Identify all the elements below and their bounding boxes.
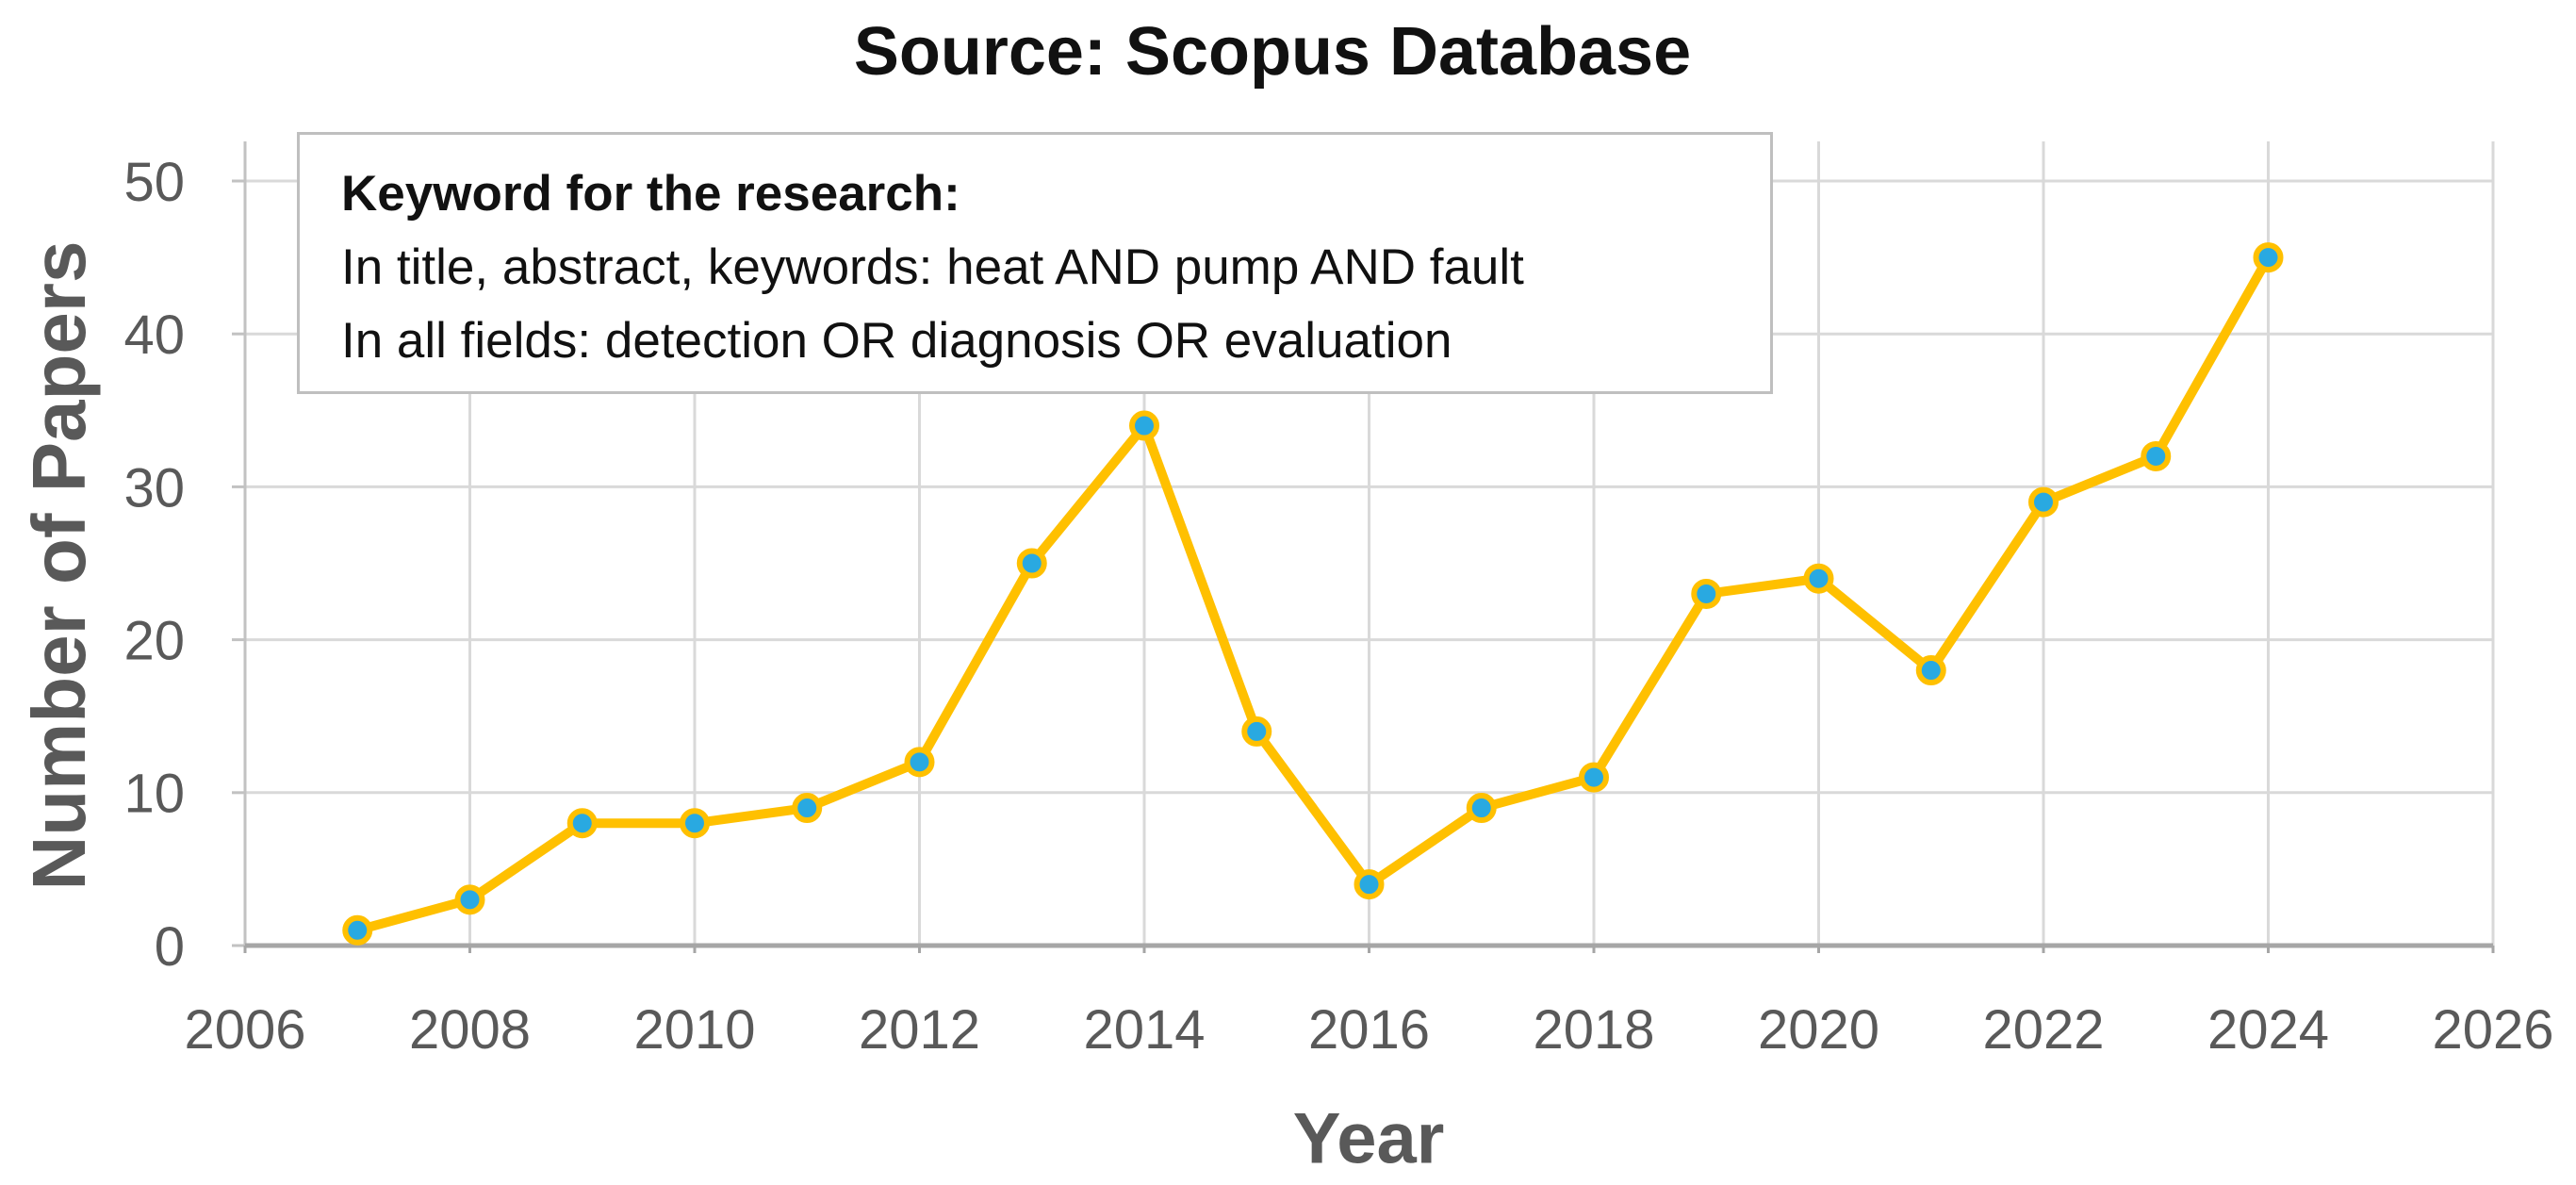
data-point-2024 bbox=[2253, 242, 2284, 273]
x-tick-label: 2018 bbox=[1533, 999, 1654, 1061]
data-point-2013 bbox=[1016, 548, 1047, 579]
y-tick-label: 50 bbox=[123, 152, 185, 213]
data-point-2015 bbox=[1241, 716, 1272, 747]
x-tick-label: 2016 bbox=[1308, 999, 1430, 1061]
data-point-2007 bbox=[342, 914, 373, 946]
data-point-2017 bbox=[1466, 793, 1497, 824]
data-point-2008 bbox=[454, 884, 485, 915]
y-tick-label: 40 bbox=[123, 304, 185, 366]
data-point-2012 bbox=[904, 747, 935, 778]
data-point-2016 bbox=[1354, 869, 1385, 900]
x-tick-label: 2022 bbox=[1982, 999, 2104, 1061]
y-tick-label: 10 bbox=[123, 764, 185, 825]
y-tick-label: 0 bbox=[155, 916, 185, 978]
x-tick-label: 2020 bbox=[1758, 999, 1879, 1061]
data-point-2019 bbox=[1691, 578, 1722, 609]
data-point-2011 bbox=[792, 793, 823, 824]
x-axis-title: Year bbox=[1292, 1098, 1445, 1179]
y-tick-label: 30 bbox=[123, 457, 185, 518]
data-point-2018 bbox=[1579, 762, 1609, 793]
keyword-annotation-line-2: In all fields: detection OR diagnosis OR… bbox=[341, 313, 1452, 369]
x-tick-label: 2012 bbox=[859, 999, 980, 1061]
data-line bbox=[353, 253, 2273, 935]
x-tick-label: 2006 bbox=[184, 999, 305, 1061]
data-point-2023 bbox=[2141, 440, 2172, 471]
keyword-annotation-line-1: In title, abstract, keywords: heat AND p… bbox=[341, 239, 1524, 295]
keyword-annotation-box: Keyword for the research: In title, abst… bbox=[297, 132, 1773, 394]
keyword-annotation-heading: Keyword for the research: bbox=[341, 166, 960, 222]
data-point-2021 bbox=[1915, 655, 1946, 686]
x-tick-label: 2008 bbox=[409, 999, 531, 1061]
x-tick-label: 2010 bbox=[633, 999, 755, 1061]
data-point-2010 bbox=[680, 808, 710, 839]
data-point-2009 bbox=[566, 808, 598, 839]
data-point-2014 bbox=[1129, 410, 1159, 441]
x-tick-label: 2014 bbox=[1083, 999, 1205, 1061]
chart-title: Source: Scopus Database bbox=[853, 14, 1692, 90]
x-tick-label: 2024 bbox=[2207, 999, 2329, 1061]
data-point-2022 bbox=[2028, 486, 2059, 518]
data-point-2020 bbox=[1803, 563, 1834, 594]
x-tick-label: 2026 bbox=[2432, 999, 2553, 1061]
y-tick-label: 20 bbox=[123, 610, 185, 671]
